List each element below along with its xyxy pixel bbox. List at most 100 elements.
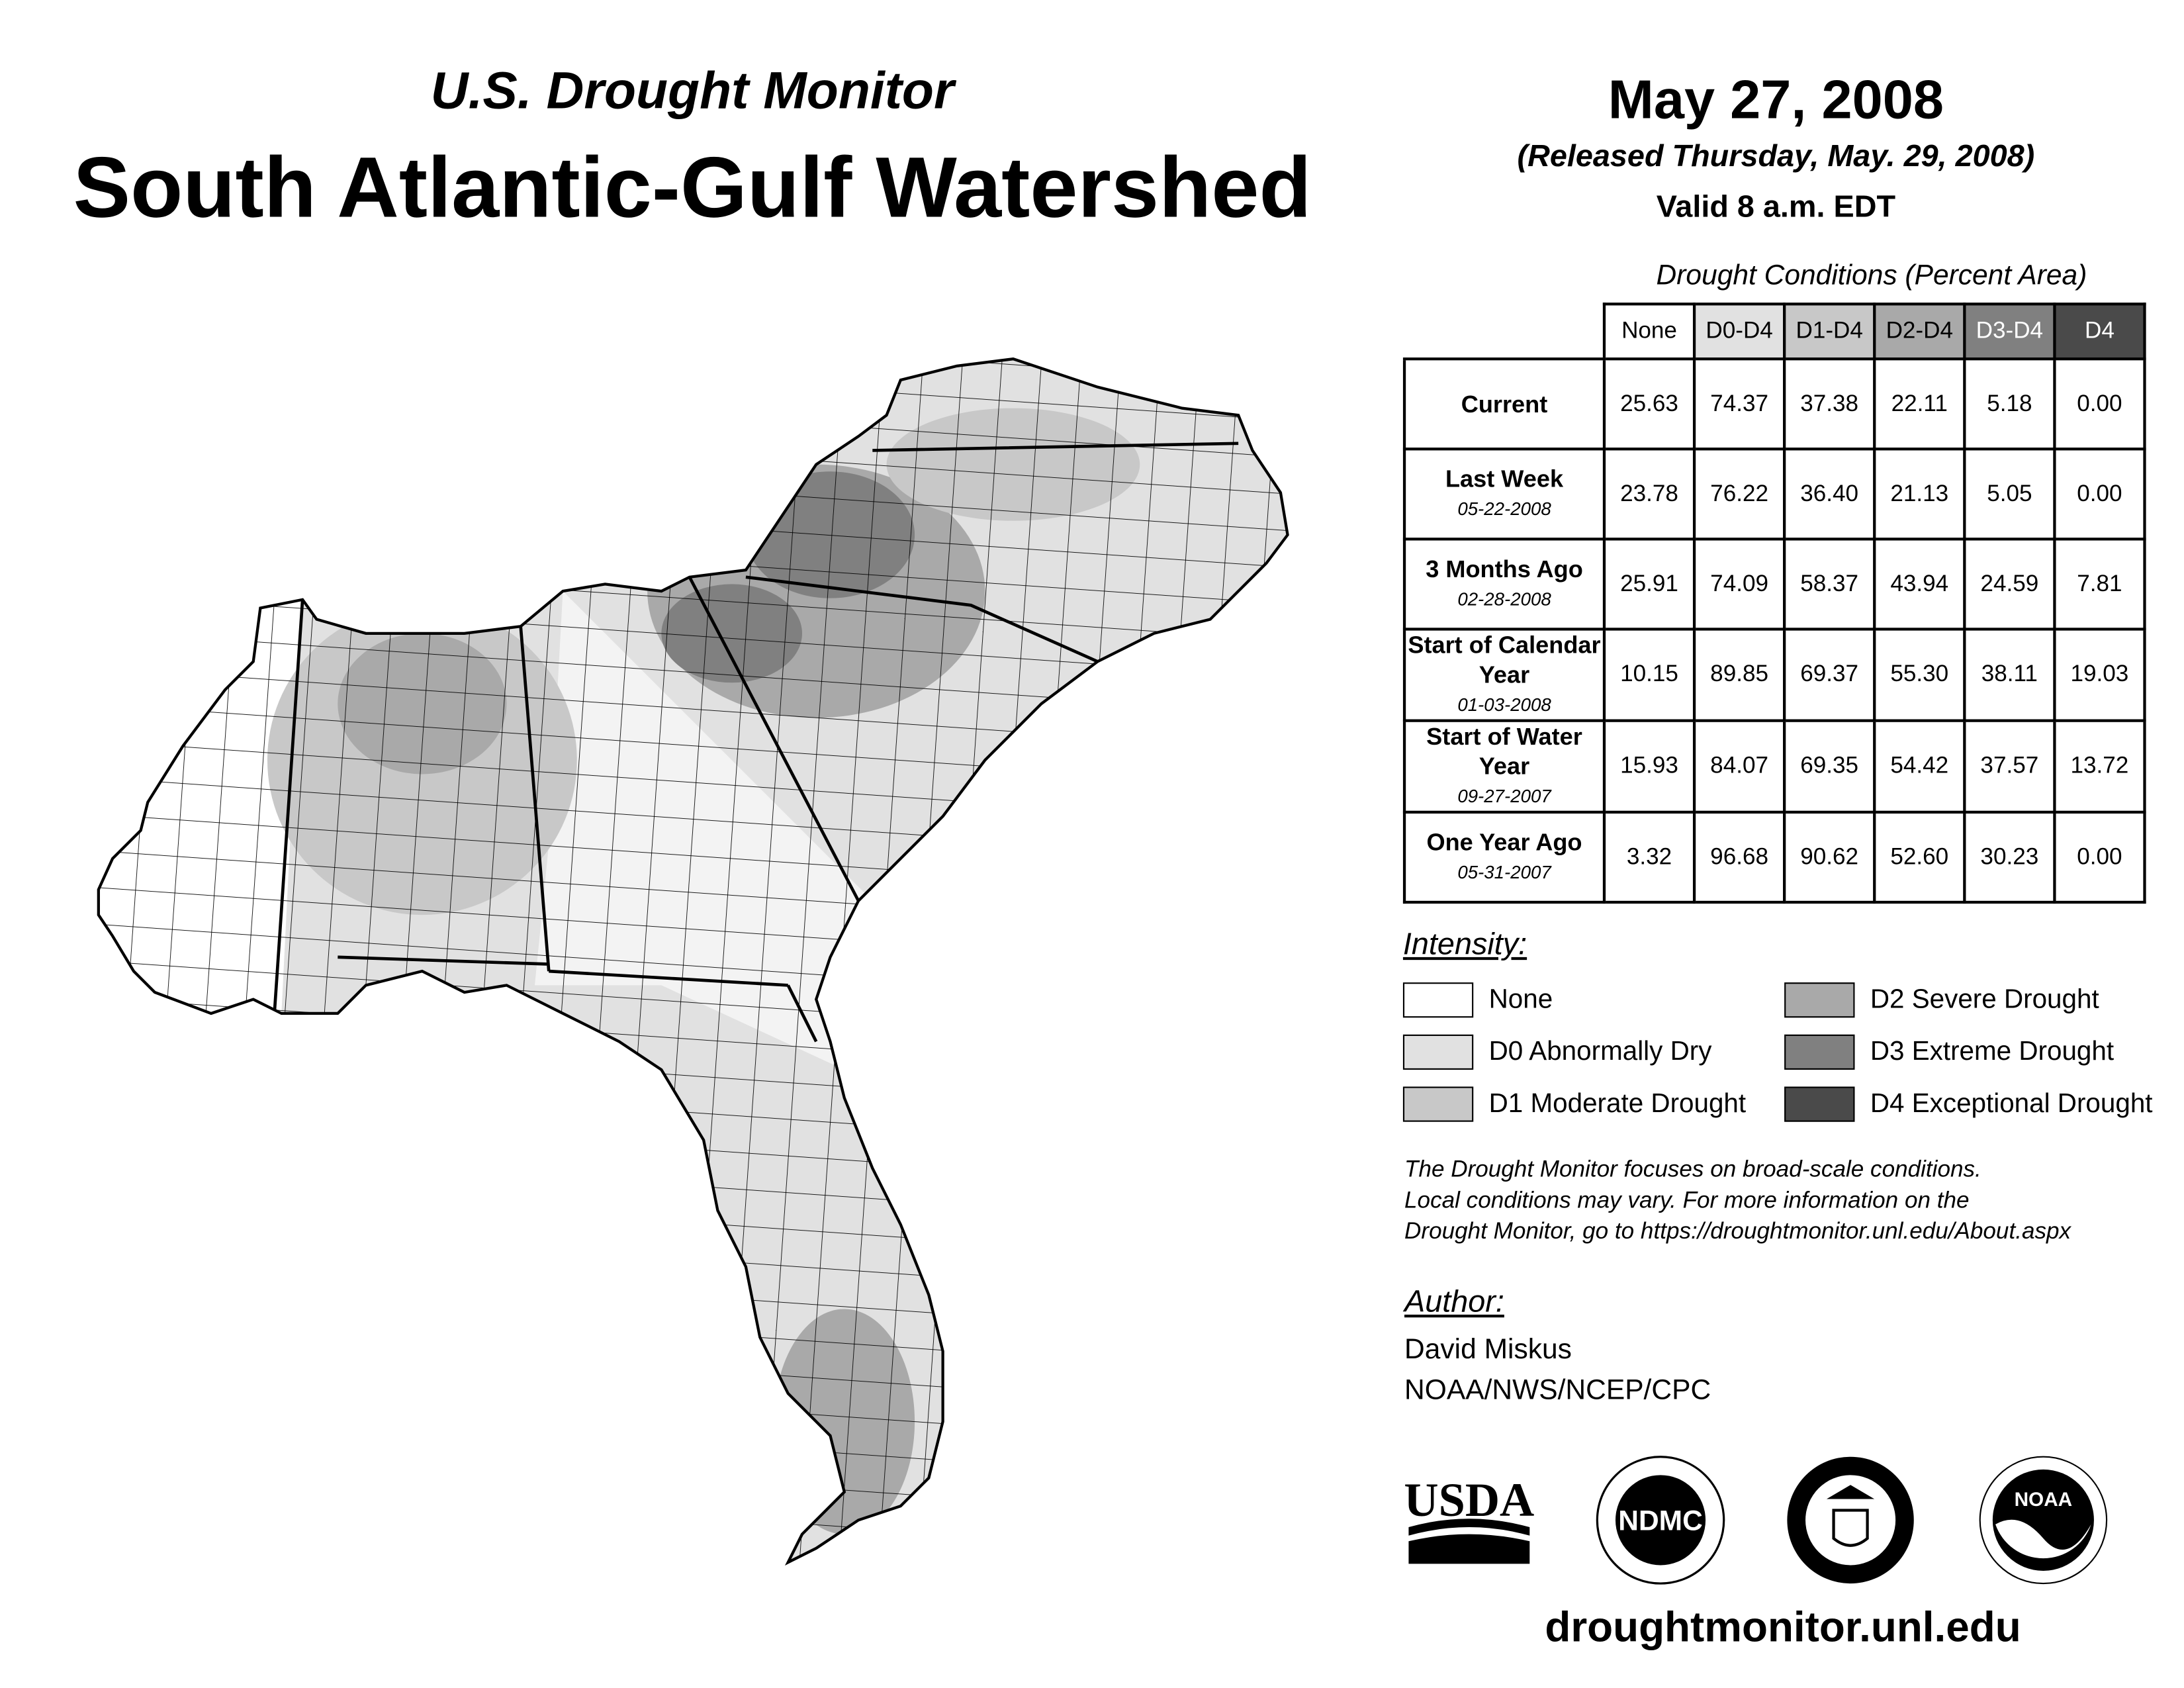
col-d3-d4: D3-D4 [1963, 303, 2056, 361]
legend-item: D0 Abnormally Dry [1402, 1034, 1712, 1070]
valid-time: Valid 8 a.m. EDT [1656, 188, 1896, 224]
legend-label: D4 Exceptional Drought [1870, 1088, 2153, 1119]
row-label: Current [1402, 357, 1606, 451]
table-cell: 5.18 [1963, 357, 2056, 451]
svg-text:NOAA: NOAA [2015, 1489, 2073, 1511]
table-cell: 52.60 [1873, 810, 1966, 904]
legend-label: D0 Abnormally Dry [1488, 1037, 1712, 1066]
legend-label: None [1488, 984, 1553, 1014]
legend-item: D4 Exceptional Drought [1784, 1086, 2153, 1122]
table-cell: 54.42 [1873, 719, 1966, 814]
table-cell: 0.00 [2053, 810, 2146, 904]
note-line: Drought Monitor, go to https://droughtmo… [1404, 1219, 2071, 1244]
legend-swatch [1784, 1086, 1855, 1122]
table-cell: 69.37 [1783, 628, 1876, 722]
map-date: May 27, 2008 [1608, 70, 1944, 131]
table-cell: 25.63 [1602, 357, 1696, 451]
row-label: Start of Calendar Year 01-03-2008 [1402, 628, 1606, 722]
table-cell: 37.57 [1963, 719, 2056, 814]
legend-item: D2 Severe Drought [1784, 982, 2099, 1018]
website-url[interactable]: droughtmonitor.unl.edu [1545, 1604, 2021, 1652]
row-label-text: Last Week [1445, 465, 1564, 493]
row-date: 05-22-2008 [1457, 498, 1551, 520]
legend-swatch [1402, 1034, 1474, 1070]
table-cell: 74.37 [1692, 357, 1786, 451]
col-d1-d4: D1-D4 [1783, 303, 1876, 361]
table-cell: 10.15 [1602, 628, 1696, 722]
table-cell: 76.22 [1692, 447, 1786, 541]
row-label: One Year Ago 05-31-2007 [1402, 810, 1606, 904]
legend-item: None [1402, 982, 1553, 1018]
legend-swatch [1784, 1034, 1855, 1070]
ndmc-logo: NDMC [1596, 1456, 1725, 1585]
col-d0-d4: D0-D4 [1692, 303, 1786, 361]
table-row: Last Week 05-22-2008 23.78 76.22 36.40 21.13 5… [1402, 447, 2146, 541]
table-cell: 90.62 [1783, 810, 1876, 904]
note-line: Local conditions may vary. For more info… [1404, 1188, 1970, 1213]
legend-label: D3 Extreme Drought [1870, 1037, 2115, 1066]
svg-text:USDA: USDA [1404, 1474, 1534, 1526]
row-label-text: Current [1461, 391, 1548, 418]
svg-text:NDMC: NDMC [1618, 1505, 1703, 1536]
drought-map [0, 0, 1351, 1688]
table-cell: 5.05 [1963, 447, 2056, 541]
state-boundaries [273, 442, 1239, 1043]
legend-item: D3 Extreme Drought [1784, 1034, 2115, 1070]
legend-label: D1 Moderate Drought [1488, 1088, 1747, 1119]
table-row: Current 25.63 74.37 37.38 22.11 5.18 0.00 [1402, 357, 2146, 451]
row-date: 01-03-2008 [1457, 694, 1551, 716]
table-cell: 0.00 [2053, 447, 2146, 541]
table-cell: 19.03 [2053, 628, 2146, 722]
table-caption: Drought Conditions (Percent Area) [1656, 260, 2087, 292]
author-org: NOAA/NWS/NCEP/CPC [1404, 1375, 1711, 1407]
author-label: Author: [1404, 1284, 1504, 1319]
legend-swatch [1402, 982, 1474, 1018]
row-date: 09-27-2007 [1457, 785, 1551, 807]
row-label-text: Start of Water Year [1426, 723, 1582, 780]
table-cell: 74.09 [1692, 538, 1786, 631]
legend-item: D1 Moderate Drought [1402, 1086, 1747, 1122]
map-title: South Atlantic-Gulf Watershed [73, 139, 1312, 236]
table-cell: 36.40 [1783, 447, 1876, 541]
table-cell: 69.35 [1783, 719, 1876, 814]
table-cell: 89.85 [1692, 628, 1786, 722]
legend-swatch [1784, 982, 1855, 1018]
author-name: David Miskus [1404, 1334, 1572, 1366]
legend-title: Intensity: [1402, 926, 1527, 962]
drought-conditions-table: None D0-D4 D1-D4 D2-D4 D3-D4 D4 Current 2… [1402, 303, 2146, 904]
table-cell: 21.13 [1873, 447, 1966, 541]
table-cell: 7.81 [2053, 538, 2146, 631]
table-cell: 25.91 [1602, 538, 1696, 631]
county-boundaries [98, 359, 1288, 1563]
table-cell: 24.59 [1963, 538, 2056, 631]
table-cell: 38.11 [1963, 628, 2056, 722]
table-cell: 58.37 [1783, 538, 1876, 631]
table-cell: 43.94 [1873, 538, 1966, 631]
doc-seal-logo [1787, 1456, 1914, 1584]
table-cell: 23.78 [1602, 447, 1696, 541]
row-date: 02-28-2008 [1457, 588, 1551, 610]
table-cell: 13.72 [2053, 719, 2146, 814]
table-cell: 96.68 [1692, 810, 1786, 904]
table-row: Start of Water Year 09-27-2007 15.93 84.07 6… [1402, 719, 2146, 814]
row-label: Last Week 05-22-2008 [1402, 447, 1606, 541]
table-row: 3 Months Ago 02-28-2008 25.91 74.09 58.37 43.… [1402, 538, 2146, 631]
table-header-row: None D0-D4 D1-D4 D2-D4 D3-D4 D4 [1404, 303, 2146, 361]
row-label: 3 Months Ago 02-28-2008 [1402, 538, 1606, 631]
table-row: Start of Calendar Year 01-03-2008 10.15 89.… [1402, 628, 2146, 722]
legend-swatch [1402, 1086, 1474, 1122]
col-d4: D4 [2053, 303, 2146, 361]
table-cell: 55.30 [1873, 628, 1966, 722]
col-d2-d4: D2-D4 [1873, 303, 1966, 361]
table-cell: 0.00 [2053, 357, 2146, 451]
noaa-logo: NOAA [1979, 1456, 2108, 1585]
release-date: (Released Thursday, May. 29, 2008) [1517, 138, 2035, 173]
row-label-text: One Year Ago [1426, 829, 1582, 856]
table-cell: 30.23 [1963, 810, 2056, 904]
row-date: 05-31-2007 [1457, 861, 1551, 883]
col-none: None [1602, 303, 1696, 361]
note-line: The Drought Monitor focuses on broad-sca… [1404, 1156, 1981, 1183]
row-label-text: 3 Months Ago [1426, 555, 1583, 583]
table-cell: 22.11 [1873, 357, 1966, 451]
author-info: David Miskus NOAA/NWS/NCEP/CPC [1404, 1330, 1711, 1411]
